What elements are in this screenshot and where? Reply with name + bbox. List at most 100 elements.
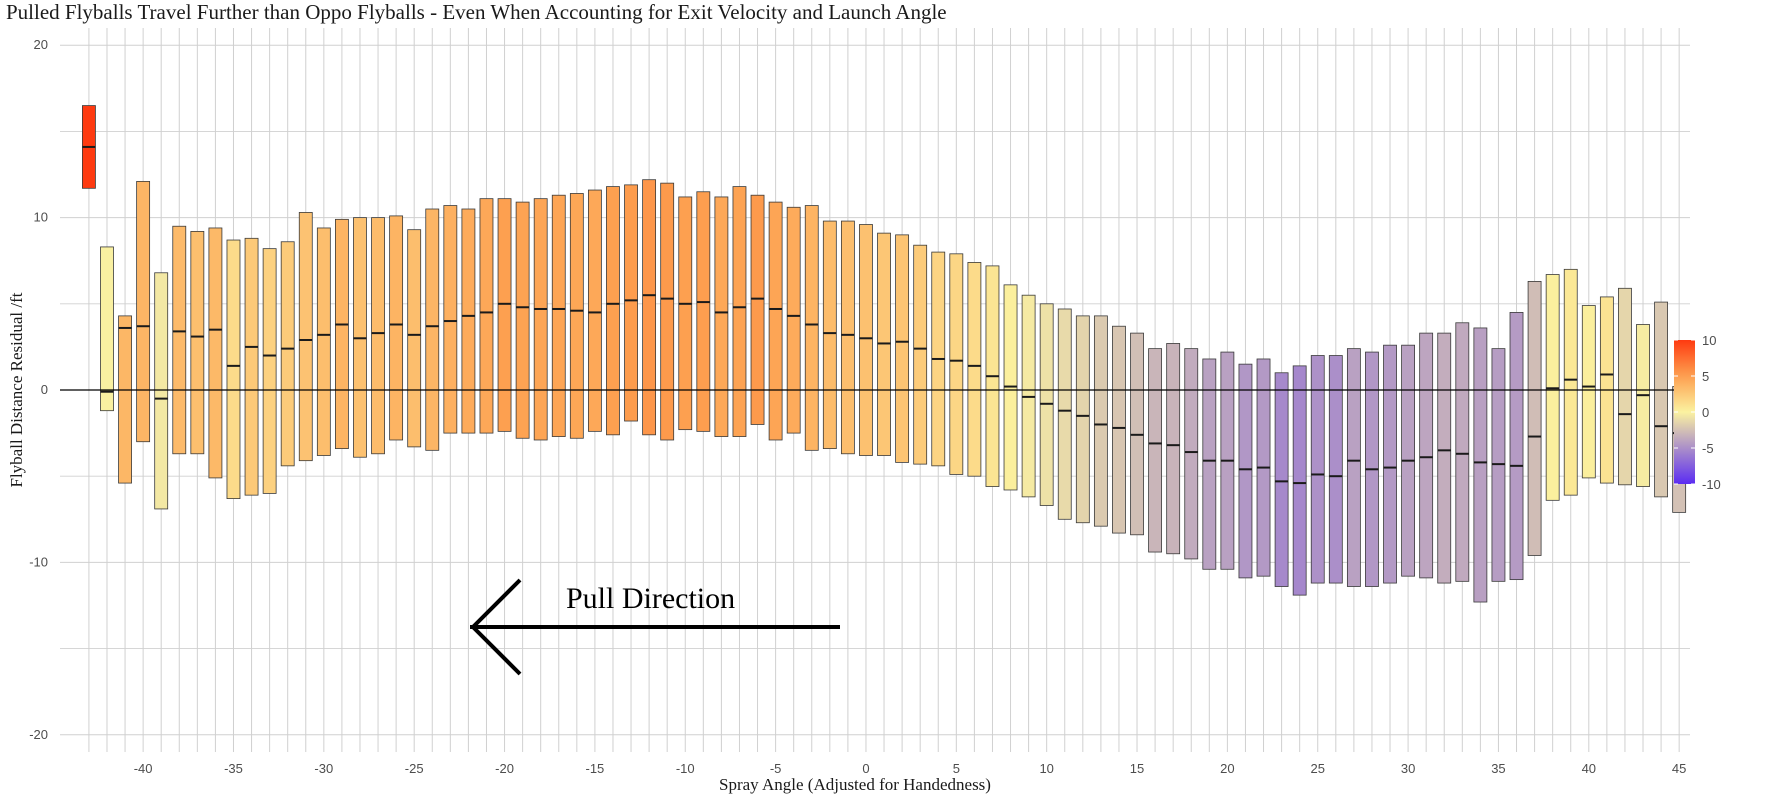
x-tick-label: 30 — [1401, 761, 1415, 776]
bar — [335, 218, 349, 450]
bar — [226, 239, 241, 500]
y-tick-label: -20 — [29, 727, 48, 742]
bar — [606, 186, 620, 436]
bar — [1455, 322, 1470, 582]
bar — [1618, 287, 1632, 486]
bar — [1274, 372, 1289, 587]
x-tick-label: 5 — [953, 761, 960, 776]
bar — [840, 220, 855, 455]
bar — [587, 189, 602, 432]
bar — [280, 241, 295, 467]
bar — [642, 179, 657, 436]
bar — [1075, 315, 1090, 524]
bar — [768, 201, 783, 441]
bar — [1328, 355, 1343, 584]
x-tick-label: 45 — [1672, 761, 1686, 776]
x-tick-labels: -40 -35 -30 -25 -20 -15 -10 -5 0 5 10 15 20 25 30 35 40 4… — [134, 761, 1687, 776]
bar — [154, 272, 169, 510]
legend-tick-label: -10 — [1702, 477, 1721, 492]
bar — [678, 196, 693, 431]
x-tick-label: 20 — [1220, 761, 1234, 776]
bar — [389, 215, 404, 441]
bar — [1292, 365, 1307, 596]
bar — [967, 262, 982, 477]
bar — [118, 315, 132, 484]
arrow-head — [470, 578, 522, 676]
bar — [1383, 344, 1397, 584]
bar — [1509, 312, 1524, 581]
bar — [859, 224, 873, 456]
bar — [822, 220, 837, 450]
y-axis-title: Flyball Distance Residual /ft — [7, 292, 26, 487]
bar — [262, 248, 277, 494]
bar — [569, 193, 584, 439]
x-tick-label: 25 — [1311, 761, 1325, 776]
x-tick-label: -10 — [676, 761, 695, 776]
x-tick-label: 40 — [1582, 761, 1596, 776]
bar — [533, 198, 548, 441]
bar — [1184, 348, 1199, 560]
bar — [100, 246, 114, 412]
x-tick-label: -35 — [224, 761, 243, 776]
bar — [1419, 332, 1434, 579]
bar — [1654, 301, 1668, 498]
y-tick-label: 10 — [34, 210, 48, 225]
bar — [298, 212, 313, 462]
x-tick-label: -40 — [134, 761, 153, 776]
x-tick-label: -25 — [405, 761, 424, 776]
x-tick-label: -30 — [314, 761, 333, 776]
bar — [660, 182, 675, 441]
bar — [316, 227, 331, 456]
bar — [732, 186, 747, 437]
bar — [1238, 363, 1253, 579]
bar — [461, 208, 476, 434]
left-arrow-icon — [470, 578, 840, 676]
x-tick-label: -20 — [495, 761, 514, 776]
bar — [497, 198, 512, 432]
x-tick-label: 15 — [1130, 761, 1144, 776]
color-legend: 10 5 0 -5 -10 — [1674, 333, 1721, 492]
bar — [714, 196, 729, 437]
y-tick-label: -10 — [29, 554, 48, 569]
bar — [949, 253, 964, 475]
bar — [172, 225, 187, 455]
bar — [1563, 268, 1578, 496]
bar — [1093, 315, 1108, 527]
bar — [624, 184, 638, 422]
x-tick-label: 35 — [1491, 761, 1505, 776]
bar — [804, 205, 819, 451]
bar — [136, 181, 151, 443]
bar — [407, 229, 422, 448]
legend-colorbar — [1674, 340, 1695, 484]
bar — [371, 217, 385, 455]
bar — [1112, 325, 1126, 534]
x-tick-label: -5 — [770, 761, 782, 776]
bar — [895, 234, 910, 463]
bar — [443, 205, 458, 434]
bar — [786, 206, 801, 434]
bar — [913, 244, 928, 465]
bar — [1148, 348, 1163, 553]
legend-tick-label: 10 — [1702, 333, 1716, 348]
bar — [479, 198, 494, 434]
bar — [1581, 305, 1596, 479]
bar — [1310, 355, 1325, 584]
legend-tick-label: -5 — [1702, 441, 1714, 456]
bar — [1057, 308, 1072, 520]
bar — [1346, 348, 1361, 587]
bar — [551, 194, 566, 437]
pull-direction-annotation: Pull Direction — [470, 578, 840, 676]
legend-tick-label: 5 — [1702, 369, 1709, 384]
legend-tick-label: 0 — [1702, 405, 1709, 420]
bar — [208, 227, 223, 479]
bar — [1437, 332, 1452, 584]
pull-direction-label: Pull Direction — [566, 582, 735, 615]
bar — [1166, 343, 1181, 555]
y-tick-label: 0 — [41, 382, 48, 397]
bar — [1636, 324, 1650, 487]
y-tick-label: 20 — [34, 37, 48, 52]
bar — [696, 191, 711, 432]
y-tick-labels: -20 -10 0 10 20 — [29, 37, 48, 742]
x-tick-label: 10 — [1039, 761, 1053, 776]
